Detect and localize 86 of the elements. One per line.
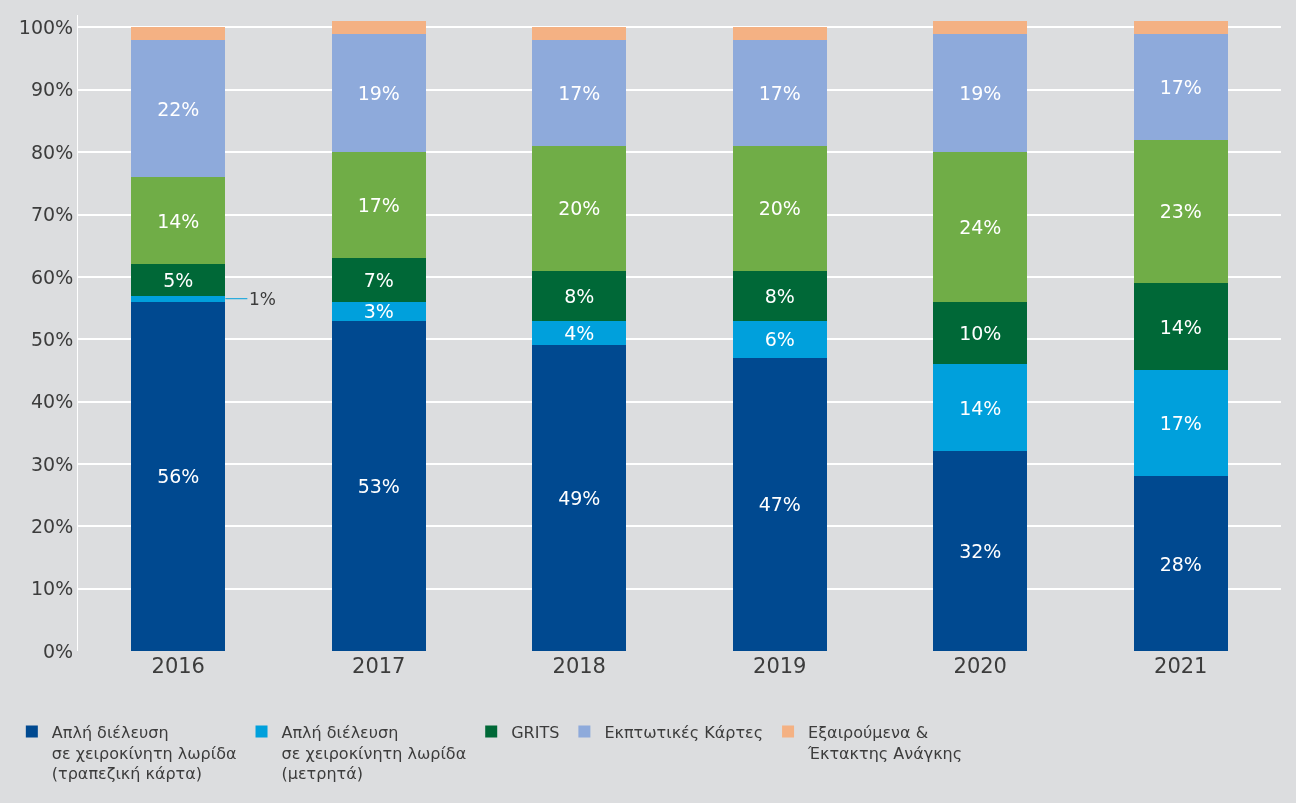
bar [732, 39, 827, 146]
bar [532, 27, 627, 40]
y-tick-label: 10% [30, 577, 74, 600]
data-label: 28% [1159, 552, 1202, 575]
bar [933, 152, 1028, 302]
x-tick-label: 2019 [753, 654, 807, 678]
data-label: 7% [363, 269, 394, 291]
bar [732, 270, 827, 321]
bar [331, 258, 426, 302]
legend-label: Απλή διέλευση σε χειροκίνητη λωρίδα (τραπεζική κάρτα) [51, 722, 237, 784]
x-tick-label: 2020 [953, 654, 1007, 678]
data-label: 23% [1159, 200, 1202, 223]
data-label: 24% [959, 216, 1002, 238]
data-label: 10% [959, 322, 1002, 344]
bar [331, 152, 426, 259]
legend-label: Εκπτωτικές Κάρτες [604, 722, 764, 742]
data-label: 5% [163, 269, 194, 291]
bar [933, 21, 1028, 34]
data-label: 14% [157, 209, 200, 232]
data-label: 32% [959, 540, 1002, 563]
x-tick-label: 2017 [352, 654, 406, 678]
y-tick-label: 100% [18, 16, 74, 39]
bar [131, 264, 226, 296]
bar [933, 33, 1028, 153]
bar [331, 301, 426, 321]
data-label: 17% [357, 194, 400, 217]
data-label: 1% [249, 289, 276, 309]
bar [331, 21, 426, 34]
y-tick-label: 50% [30, 327, 74, 350]
bar [131, 177, 226, 265]
legend-label: Απλή διέλευση σε χειροκίνητη λωρίδα (μετρητά) [281, 722, 467, 784]
data-label: 14% [1159, 315, 1202, 338]
bar [933, 364, 1028, 452]
data-label: 6% [764, 328, 795, 351]
bar [331, 33, 426, 153]
data-label: 17% [558, 81, 601, 104]
data-label: 20% [558, 197, 601, 220]
bar [732, 27, 827, 40]
data-label: 3% [363, 300, 394, 323]
bar [933, 451, 1028, 651]
data-label: 17% [1159, 412, 1202, 435]
bar [1133, 370, 1228, 477]
data-label: 49% [558, 487, 601, 510]
y-tick-label: 60% [30, 265, 74, 288]
legend-label: GRITS [511, 722, 560, 742]
bar [1133, 139, 1228, 284]
bar [933, 301, 1028, 365]
data-label: 8% [564, 284, 595, 307]
data-label: 19% [357, 81, 400, 104]
y-tick-label: 0% [43, 639, 74, 662]
y-tick-label: 20% [30, 514, 74, 537]
x-tick-label: 2018 [552, 654, 606, 678]
x-tick-label: 2016 [151, 654, 205, 678]
bar [732, 357, 827, 651]
bar [131, 27, 226, 40]
data-label: 4% [564, 322, 595, 344]
data-label: 47% [758, 493, 801, 516]
bar [532, 145, 627, 271]
data-label: 14% [959, 396, 1002, 419]
data-label: 8% [764, 284, 795, 307]
y-tick-label: 40% [30, 390, 74, 413]
bar [732, 320, 827, 358]
data-label: 17% [758, 81, 801, 104]
y-tick-label: 70% [30, 203, 74, 226]
bar [1133, 476, 1228, 651]
data-label: 22% [157, 97, 200, 120]
legend-label: Εξαιρούμενα & Έκτακτης Ανάγκης [807, 722, 963, 763]
bar [1133, 21, 1228, 34]
data-label: 53% [357, 474, 400, 497]
y-tick-label: 30% [30, 452, 74, 475]
y-tick-label: 90% [30, 78, 74, 101]
bar [732, 145, 827, 271]
bar [532, 270, 627, 321]
bar [131, 39, 226, 178]
bar [131, 301, 226, 651]
data-label: 19% [959, 81, 1002, 104]
bar [1133, 283, 1228, 371]
x-tick-label: 2021 [1154, 654, 1208, 678]
data-label: 17% [1159, 75, 1202, 98]
bar [532, 345, 627, 651]
data-label: 20% [758, 197, 801, 220]
bar [331, 320, 426, 651]
data-label: 56% [157, 465, 200, 488]
y-tick-label: 80% [30, 140, 74, 163]
bar [532, 39, 627, 146]
bar [1133, 33, 1228, 140]
